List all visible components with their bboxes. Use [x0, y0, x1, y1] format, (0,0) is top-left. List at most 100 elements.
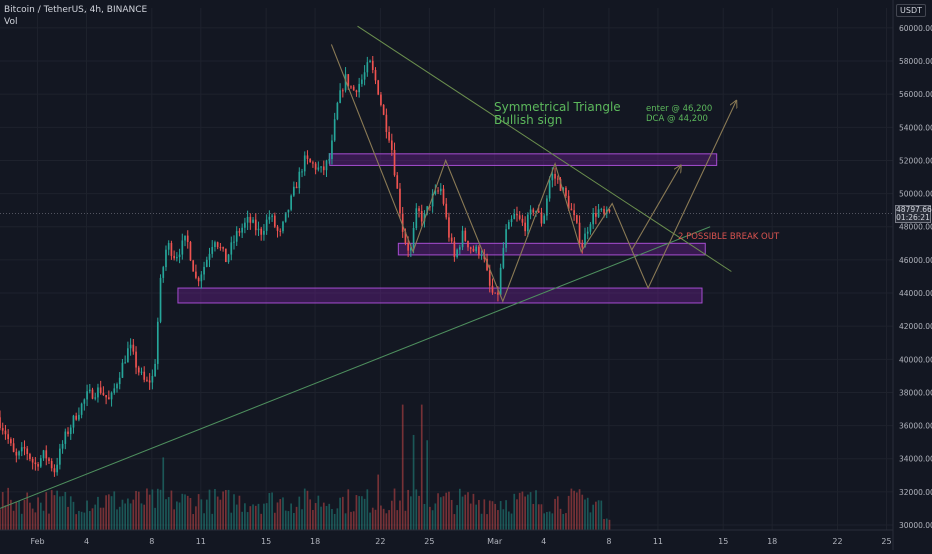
candle-body: [488, 270, 491, 286]
volume-bar: [176, 501, 178, 530]
volume-bar: [494, 503, 497, 530]
volume-bar: [39, 502, 42, 530]
candle-body: [151, 376, 154, 383]
volume-bar: [10, 499, 12, 530]
candle-body: [410, 247, 412, 251]
candle-body: [12, 443, 15, 452]
volume-bar: [537, 504, 540, 530]
volume-bar: [148, 494, 151, 530]
volume-bar: [37, 497, 39, 530]
candle-body: [377, 80, 380, 95]
volume-bar: [298, 496, 301, 530]
candle-body: [480, 254, 483, 256]
y-tick-label: 58000.00: [899, 57, 932, 66]
volume-bar: [146, 488, 148, 530]
volume-bar: [431, 510, 434, 530]
volume-bar: [388, 510, 390, 530]
candle-body: [34, 462, 37, 465]
candle-body: [325, 160, 328, 171]
volume-bar: [546, 511, 548, 530]
candle-body: [94, 397, 97, 399]
volume-bar: [475, 504, 478, 530]
candle-body: [472, 248, 475, 252]
candle-body: [450, 237, 453, 242]
volume-bar: [380, 505, 382, 530]
candle-body: [116, 384, 118, 389]
candle-body: [273, 215, 276, 227]
candle-body: [200, 274, 203, 282]
volume-bar: [505, 500, 507, 530]
volume-bar: [478, 499, 480, 530]
lower-support: [0, 226, 711, 509]
volume-bar: [121, 499, 124, 530]
upper-resistance: [357, 25, 732, 272]
volume-bar: [442, 496, 445, 530]
y-tick-label: 48000.00: [899, 223, 932, 232]
volume-bar: [322, 502, 325, 530]
candle-body: [559, 179, 562, 191]
candle-body: [184, 235, 186, 241]
volume-bar: [567, 495, 570, 530]
volume-bar: [336, 508, 339, 530]
volume-bar: [461, 496, 464, 530]
candle-body: [478, 246, 480, 256]
volume-bar: [159, 489, 162, 530]
candle-body: [306, 155, 309, 159]
candle-body: [137, 367, 140, 373]
currency-badge[interactable]: USDT: [896, 4, 926, 17]
volume-bar: [426, 440, 429, 530]
y-tick-label: 46000.00: [899, 256, 932, 265]
candle-body: [575, 215, 578, 223]
volume-bar: [0, 509, 1, 530]
volume-bar: [502, 509, 505, 530]
volume-bar: [423, 503, 426, 530]
volume-bar: [429, 506, 431, 530]
candle-body: [140, 371, 143, 373]
candle-body: [124, 362, 127, 364]
volume-bar: [252, 504, 254, 530]
candle-body: [537, 210, 540, 213]
candle-body: [165, 249, 167, 268]
candle-body: [586, 231, 589, 234]
volume-bar: [293, 512, 295, 530]
candle-body: [358, 83, 361, 93]
candle-body: [75, 415, 78, 420]
volume-bar: [167, 497, 170, 530]
y-tick-label: 52000.00: [899, 156, 932, 165]
volume-indicator-label[interactable]: Vol: [4, 17, 18, 27]
volume-bar: [290, 503, 292, 530]
candle-body: [382, 104, 385, 115]
grid-lines: [0, 8, 893, 530]
candle-body: [595, 213, 597, 217]
volume-bar: [97, 496, 99, 530]
volume-bar: [284, 510, 287, 530]
breakout-note-label: 2 POSSIBLE BREAK OUT: [678, 232, 780, 242]
candle-body: [97, 387, 99, 398]
candle-body: [143, 371, 146, 380]
candle-body: [205, 259, 208, 267]
volume-bar: [396, 510, 399, 530]
volume-bar: [15, 501, 18, 530]
candle-body: [45, 450, 48, 459]
resistance-zone: [329, 153, 718, 166]
candle-body: [265, 219, 268, 231]
candle-body: [521, 218, 524, 223]
candle-body: [497, 292, 499, 295]
candle-body: [282, 221, 284, 232]
candle-body: [399, 188, 401, 214]
candle-body: [418, 208, 420, 212]
volume-bar: [420, 404, 423, 530]
volume-bar: [268, 493, 271, 530]
candle-body: [437, 190, 439, 192]
candle-body: [279, 230, 282, 232]
candle-body: [426, 206, 429, 214]
candle-body: [91, 389, 94, 399]
candle-body: [415, 208, 418, 229]
candle-body: [178, 254, 181, 258]
candle-body: [4, 430, 7, 435]
trendlines: [0, 25, 732, 509]
candle-body: [173, 255, 175, 259]
volume-bar: [306, 490, 309, 530]
